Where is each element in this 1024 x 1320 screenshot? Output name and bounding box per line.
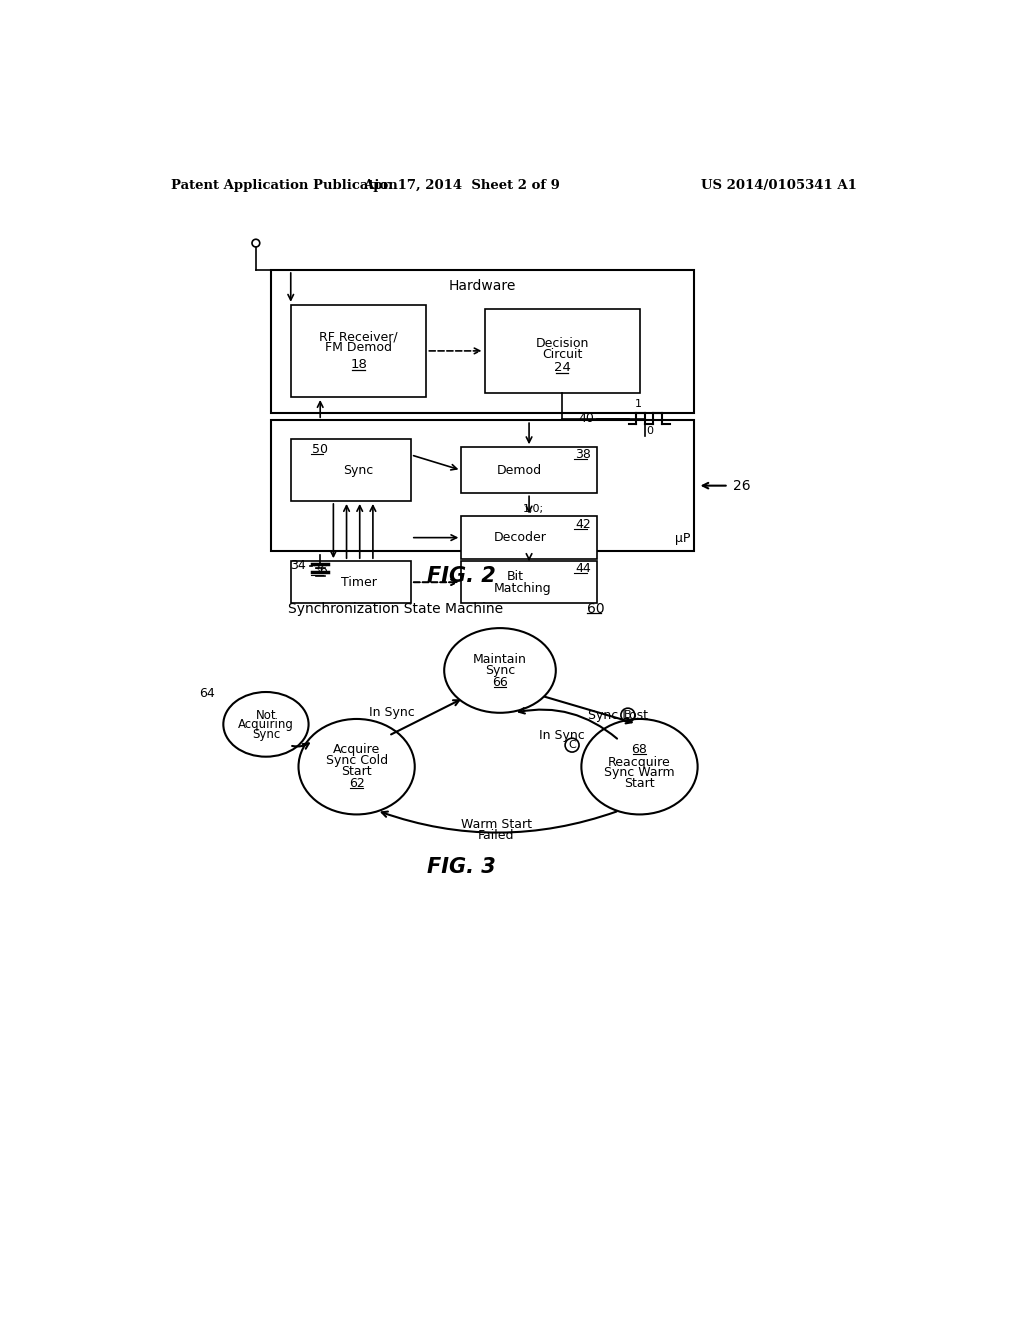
Text: Matching: Matching	[494, 582, 552, 595]
Text: 66: 66	[493, 676, 508, 689]
Text: 0: 0	[646, 426, 653, 437]
Bar	[484, 309, 640, 393]
Text: Start: Start	[625, 777, 654, 791]
Text: 44: 44	[575, 562, 591, 576]
Text: In Sync: In Sync	[539, 730, 585, 742]
Bar	[461, 516, 597, 558]
Text: Maintain: Maintain	[473, 653, 527, 667]
Bar	[291, 561, 411, 603]
Text: Synchronization State Machine: Synchronization State Machine	[288, 602, 503, 616]
Text: Apr. 17, 2014  Sheet 2 of 9: Apr. 17, 2014 Sheet 2 of 9	[362, 178, 560, 191]
Text: 1: 1	[635, 400, 641, 409]
Text: 26: 26	[732, 479, 751, 492]
Text: FM Demod: FM Demod	[325, 342, 392, 354]
Text: 18: 18	[350, 358, 367, 371]
Text: C: C	[568, 741, 575, 750]
Text: FIG. 3: FIG. 3	[427, 857, 496, 876]
Text: RF Receiver/: RF Receiver/	[319, 330, 398, 343]
Text: 38: 38	[575, 449, 591, 462]
Text: 36: 36	[312, 564, 329, 577]
Text: Decoder: Decoder	[494, 531, 546, 544]
Bar	[461, 561, 597, 603]
Text: US 2014/0105341 A1: US 2014/0105341 A1	[701, 178, 857, 191]
Text: 68: 68	[632, 743, 647, 756]
Text: Not: Not	[256, 709, 276, 722]
Text: 62: 62	[349, 777, 365, 791]
Text: 50: 50	[312, 444, 329, 455]
Text: Start: Start	[341, 764, 372, 777]
Text: Failed: Failed	[478, 829, 514, 842]
Text: In Sync: In Sync	[369, 706, 415, 719]
Text: Sync Cold: Sync Cold	[326, 754, 388, 767]
Text: Timer: Timer	[341, 576, 377, 589]
Ellipse shape	[582, 719, 697, 814]
Text: Sync: Sync	[343, 463, 374, 477]
Text: 42: 42	[575, 517, 591, 531]
Text: 24: 24	[554, 362, 570, 375]
Bar	[291, 440, 411, 502]
Text: Sync: Sync	[252, 727, 281, 741]
Text: Acquire: Acquire	[333, 743, 380, 756]
Text: Sync Lost: Sync Lost	[589, 709, 648, 722]
Text: 40: 40	[579, 412, 595, 425]
Text: B: B	[624, 710, 632, 721]
Bar	[291, 305, 426, 397]
Text: Decision: Decision	[536, 337, 589, 350]
Text: μP: μP	[675, 532, 690, 545]
Bar	[271, 271, 693, 412]
Text: Demod: Demod	[498, 463, 543, 477]
Text: Reacquire: Reacquire	[608, 755, 671, 768]
Text: Sync Warm: Sync Warm	[604, 767, 675, 779]
Bar	[271, 420, 693, 552]
Text: 1,0;: 1,0;	[522, 504, 544, 515]
Text: FIG. 2: FIG. 2	[427, 566, 496, 586]
Bar	[461, 447, 597, 494]
Ellipse shape	[444, 628, 556, 713]
Text: Patent Application Publication: Patent Application Publication	[171, 178, 397, 191]
Text: Hardware: Hardware	[449, 280, 516, 293]
Text: Warm Start: Warm Start	[461, 818, 531, 832]
Text: 60: 60	[587, 602, 604, 616]
Text: Sync: Sync	[485, 664, 515, 677]
Text: Acquiring: Acquiring	[238, 718, 294, 731]
Text: Bit: Bit	[507, 570, 523, 582]
Ellipse shape	[299, 719, 415, 814]
Ellipse shape	[223, 692, 308, 756]
Text: 64: 64	[199, 686, 215, 700]
Text: 34: 34	[291, 560, 306, 573]
Text: Circuit: Circuit	[542, 348, 583, 362]
